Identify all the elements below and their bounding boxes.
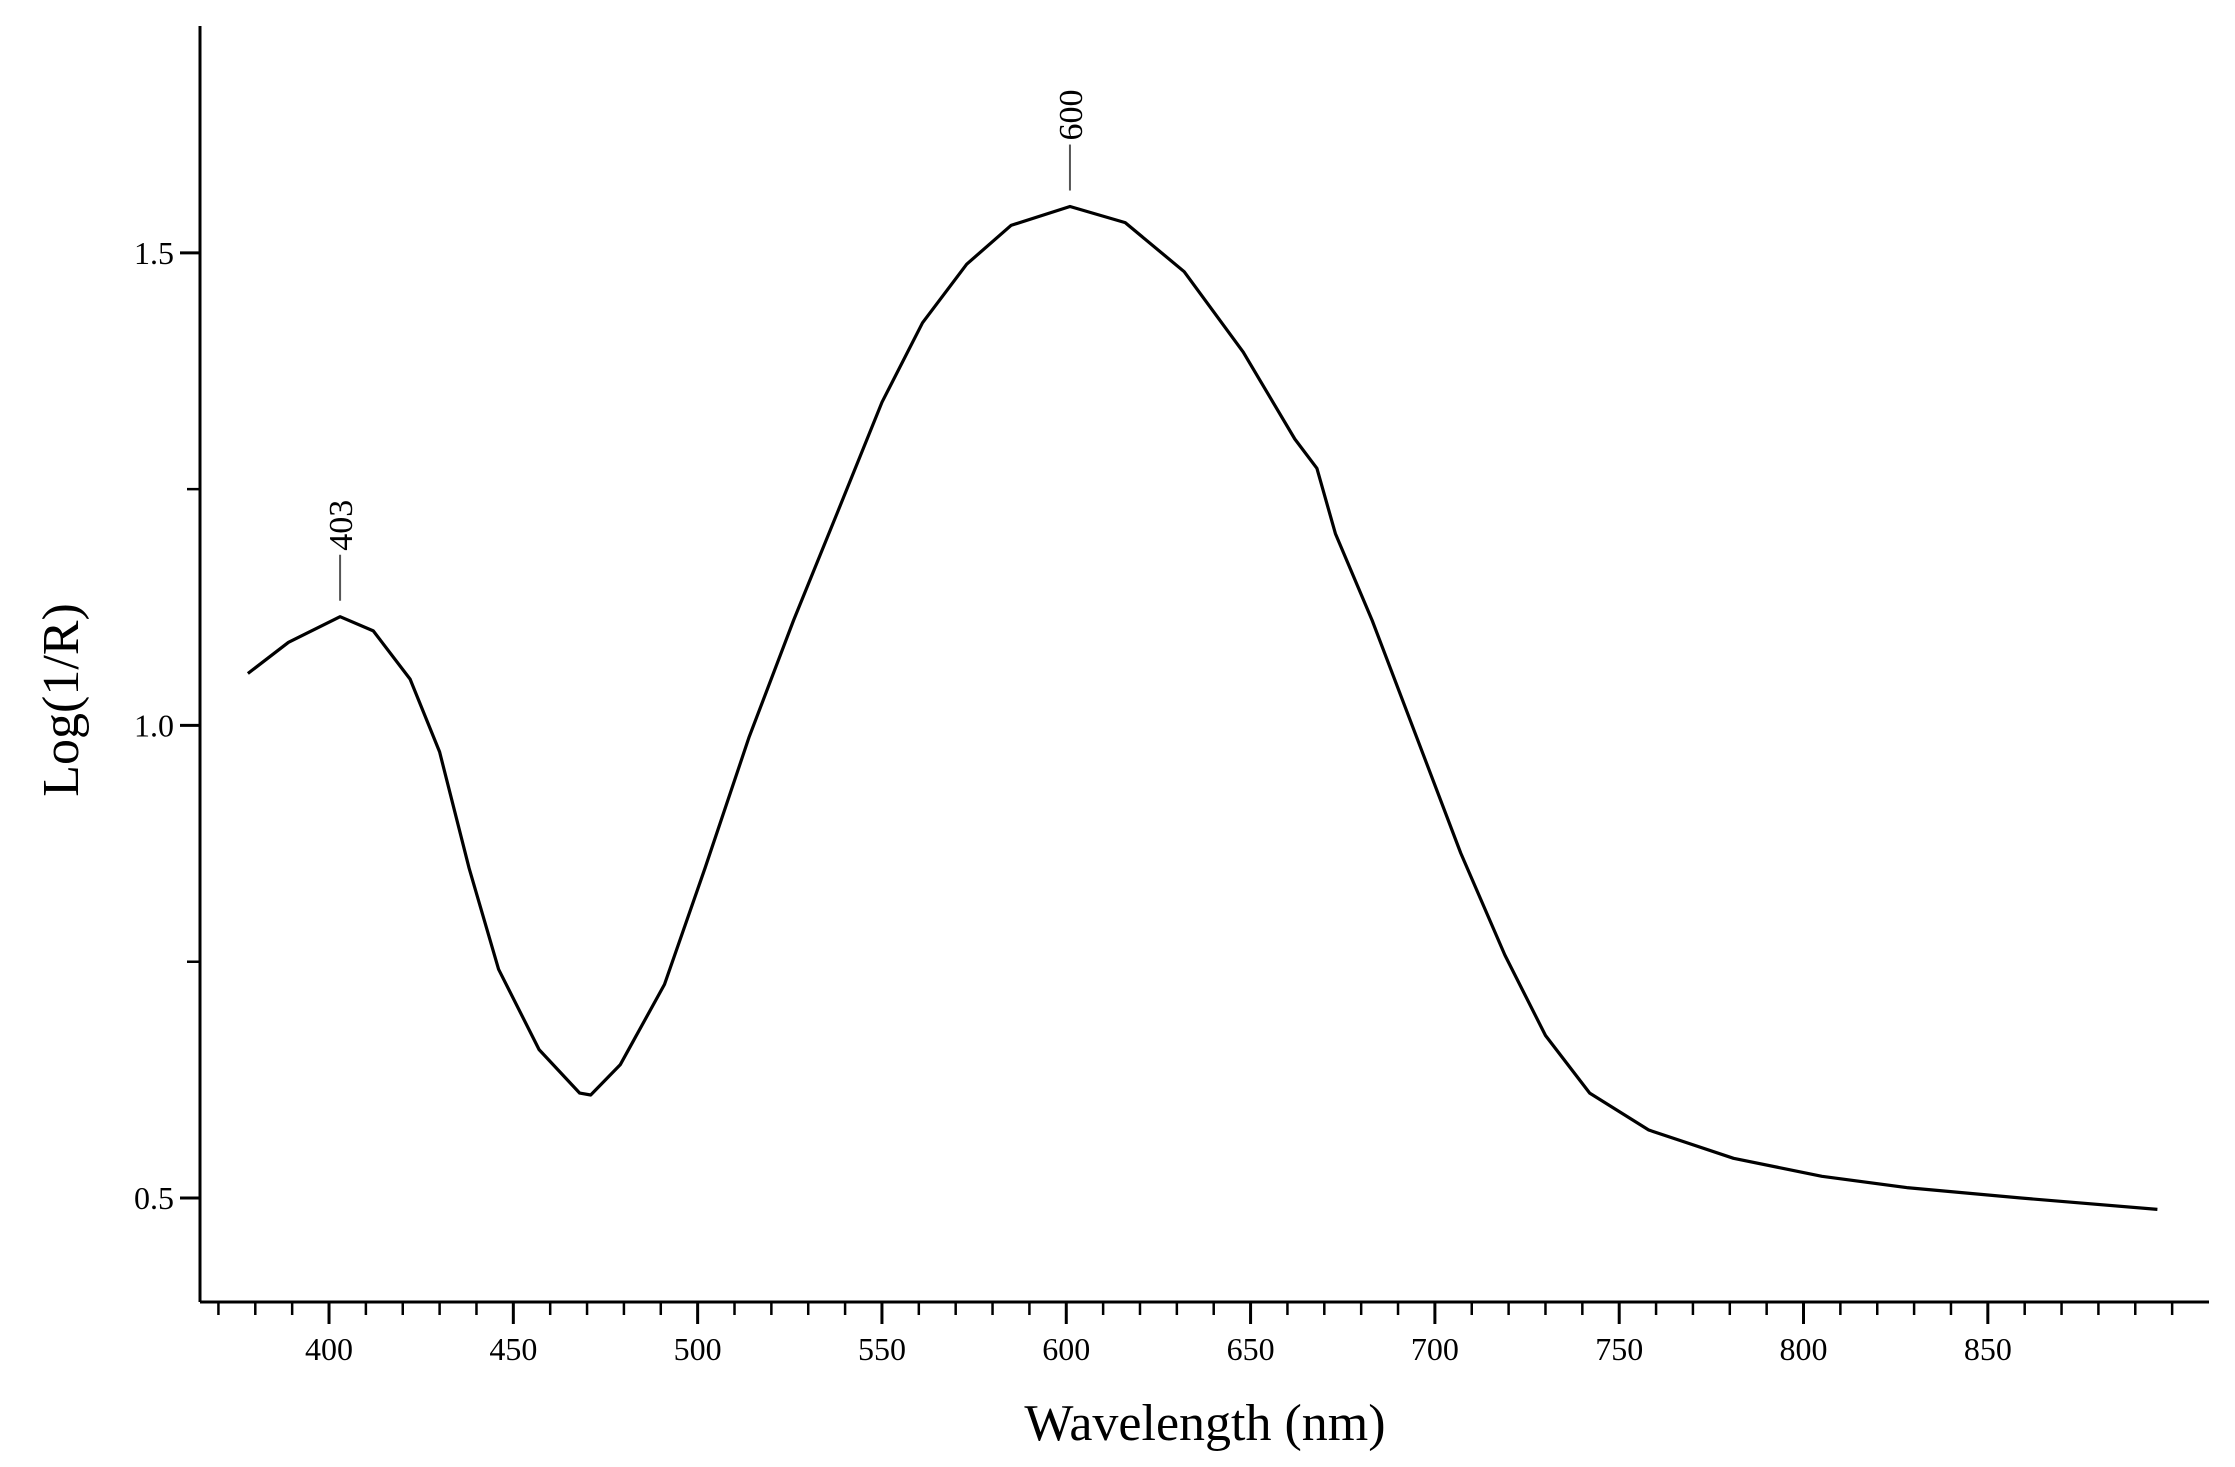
x-tick-label: 550 <box>858 1331 906 1367</box>
x-tick-label: 500 <box>674 1331 722 1367</box>
x-tick-label: 450 <box>489 1331 537 1367</box>
spectrum-line <box>246 204 2158 1211</box>
y-tick-label: 1.0 <box>134 707 174 743</box>
x-tick-label: 750 <box>1595 1331 1643 1367</box>
annotation: 600 <box>1053 90 1090 141</box>
annotation: 403 <box>323 500 360 551</box>
x-tick-label: 650 <box>1227 1331 1275 1367</box>
x-axis-title: Wavelength (nm) <box>1024 1395 1385 1452</box>
y-tick-label: 1.5 <box>134 235 174 271</box>
y-tick-label: 0.5 <box>134 1180 174 1216</box>
y-axis-title: Log(1/R) <box>33 603 90 797</box>
x-tick-label: 800 <box>1780 1331 1828 1367</box>
x-tick-label: 600 <box>1042 1331 1090 1367</box>
x-tick-label: 700 <box>1411 1331 1459 1367</box>
x-tick-label: 850 <box>1964 1331 2012 1367</box>
x-tick-label: 400 <box>305 1331 353 1367</box>
